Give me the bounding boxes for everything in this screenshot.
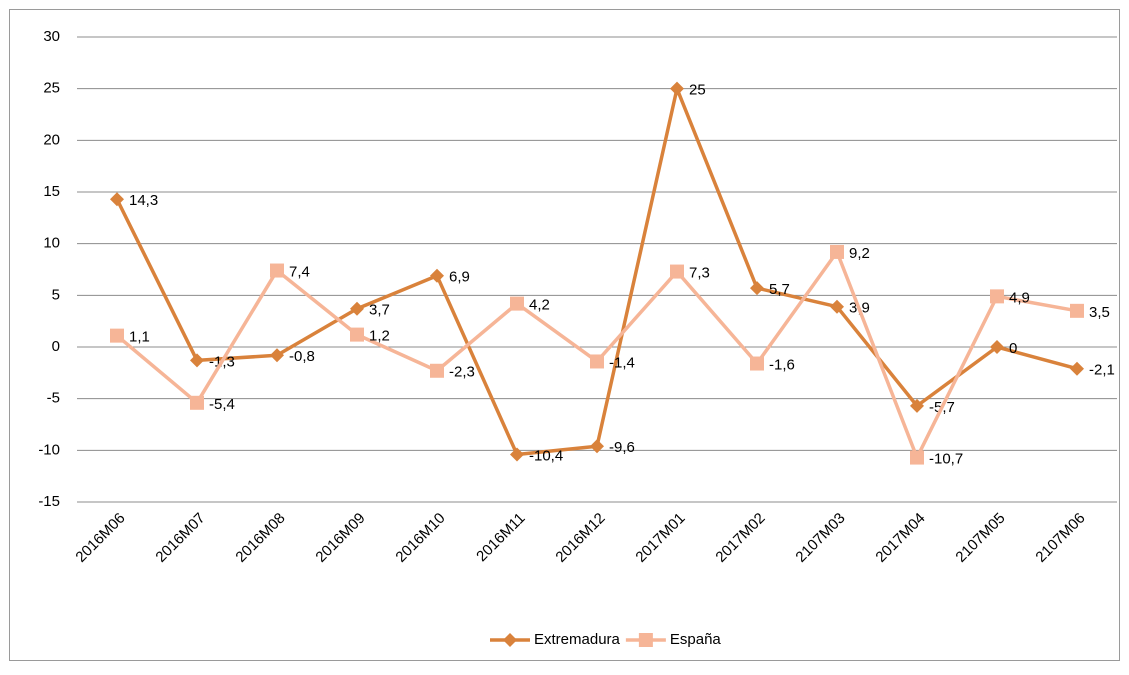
data-label: -5,4 bbox=[209, 396, 235, 413]
y-tick-label: 0 bbox=[52, 338, 60, 355]
marker bbox=[350, 301, 364, 316]
legend-marker bbox=[503, 633, 517, 647]
chart-border bbox=[9, 9, 1120, 661]
data-label: 3,7 bbox=[369, 302, 390, 319]
y-tick-label: 15 bbox=[43, 183, 60, 200]
data-label: 1,2 bbox=[369, 328, 390, 345]
marker bbox=[910, 450, 924, 465]
data-label: 14,3 bbox=[129, 192, 158, 209]
series: 1,1 -5,4 7,4 1,2 -2,3 4,2 -1,4 7,3 -1,6 9,2 -10,7 4… bbox=[110, 245, 1110, 468]
y-tick-label: 25 bbox=[43, 80, 60, 97]
marker bbox=[990, 289, 1004, 304]
marker bbox=[830, 244, 844, 259]
marker bbox=[110, 328, 124, 343]
y-tick-label: 5 bbox=[52, 286, 60, 303]
marker bbox=[590, 439, 604, 454]
marker bbox=[750, 356, 764, 371]
data-label: -0,8 bbox=[289, 348, 315, 365]
marker bbox=[670, 264, 684, 279]
marker bbox=[910, 398, 924, 413]
y-tick-label: -15 bbox=[38, 493, 60, 510]
marker bbox=[270, 263, 284, 278]
data-label: 4,9 bbox=[1009, 289, 1030, 306]
marker bbox=[670, 81, 684, 96]
marker bbox=[990, 340, 1004, 354]
marker bbox=[750, 281, 764, 296]
marker bbox=[1070, 361, 1084, 376]
marker bbox=[510, 296, 524, 311]
y-tick-label: -10 bbox=[38, 441, 60, 458]
marker bbox=[590, 354, 604, 369]
data-label: 3,5 bbox=[1089, 304, 1110, 321]
data-label: 7,4 bbox=[289, 264, 310, 281]
marker bbox=[830, 299, 844, 314]
data-label: -10,7 bbox=[929, 451, 963, 468]
legend-label: España bbox=[670, 631, 722, 648]
legend-label: Extremadura bbox=[534, 631, 621, 648]
data-label: -10,4 bbox=[529, 447, 563, 464]
marker bbox=[430, 268, 444, 283]
y-tick-label: 20 bbox=[43, 131, 60, 148]
legend-marker bbox=[638, 633, 653, 647]
marker bbox=[110, 192, 124, 207]
data-label: -2,1 bbox=[1089, 362, 1115, 379]
y-tick-label: 30 bbox=[43, 28, 60, 45]
data-label: 6,9 bbox=[449, 269, 470, 286]
series: 14,3-1,3 -0,83,76,9-10,4 -9,6255,73,9-5,70… bbox=[110, 81, 1115, 464]
data-label: 0 bbox=[1009, 340, 1017, 357]
marker bbox=[190, 353, 204, 368]
marker bbox=[510, 447, 524, 462]
y-tick-label: -5 bbox=[47, 390, 60, 407]
data-label: 7,3 bbox=[689, 265, 710, 282]
y-tick-label: 10 bbox=[43, 235, 60, 252]
data-label: -9,6 bbox=[609, 439, 635, 456]
marker bbox=[1070, 303, 1084, 318]
data-label: 4,2 bbox=[529, 297, 550, 314]
data-label: 1,1 bbox=[129, 329, 150, 346]
data-label: -1,6 bbox=[769, 357, 795, 374]
data-label: 5,7 bbox=[769, 281, 790, 298]
data-label: -2,3 bbox=[449, 364, 475, 381]
marker bbox=[190, 395, 204, 410]
data-label: 25 bbox=[689, 82, 706, 99]
marker bbox=[350, 327, 364, 342]
legend: Extremadura España bbox=[490, 631, 721, 648]
marker bbox=[430, 363, 444, 378]
data-label: -1,4 bbox=[609, 354, 635, 371]
data-label: 9,2 bbox=[849, 245, 870, 262]
marker bbox=[270, 348, 284, 363]
